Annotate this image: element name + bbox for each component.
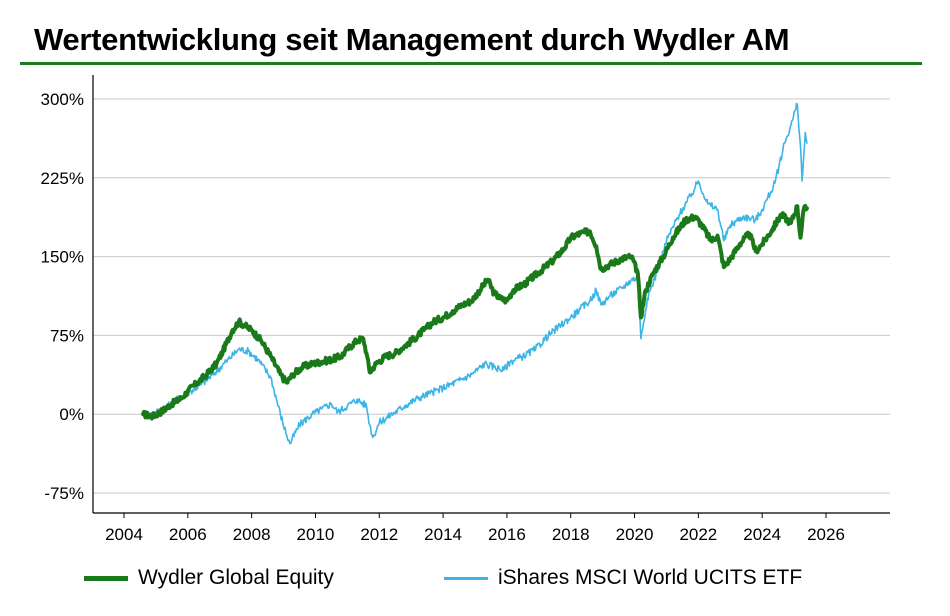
x-tick-label: 2020 xyxy=(616,525,654,544)
y-tick-label: 300% xyxy=(41,90,84,109)
x-tick-label: 2008 xyxy=(233,525,271,544)
x-tick-label: 2006 xyxy=(169,525,207,544)
x-tick-label: 2024 xyxy=(743,525,781,544)
legend-item-wydler: Wydler Global Equity xyxy=(84,563,334,593)
legend-swatch-ishares xyxy=(444,576,488,580)
line-chart: 300% 225% 150% 75% 0% -75% 2004 2006 2008 2010 201… xyxy=(41,75,890,544)
y-tick-label: -75% xyxy=(44,484,84,503)
y-tick-label: 0% xyxy=(59,405,84,424)
legend-item-ishares: iShares MSCI World UCITS ETF xyxy=(444,563,802,593)
legend-label-wydler: Wydler Global Equity xyxy=(138,566,334,589)
legend-label-ishares: iShares MSCI World UCITS ETF xyxy=(498,566,803,589)
x-tick-label: 2004 xyxy=(105,525,143,544)
x-tick-label: 2012 xyxy=(360,525,398,544)
y-tick-label: 225% xyxy=(41,169,84,188)
y-tick-label: 150% xyxy=(41,248,84,267)
chart-title: Wertentwicklung seit Management durch Wy… xyxy=(34,22,790,57)
title-divider xyxy=(20,62,922,65)
y-tick-label: 75% xyxy=(50,326,84,345)
series-line-ishares xyxy=(142,102,808,445)
x-tick-label: 2010 xyxy=(297,525,335,544)
series-line-wydler xyxy=(141,203,809,421)
x-tick-label: 2018 xyxy=(552,525,590,544)
x-tick-label: 2014 xyxy=(424,525,462,544)
x-tick-label: 2016 xyxy=(488,525,526,544)
x-tick-label: 2026 xyxy=(807,525,845,544)
legend-swatch-wydler xyxy=(84,575,128,581)
x-tick-label: 2022 xyxy=(679,525,717,544)
